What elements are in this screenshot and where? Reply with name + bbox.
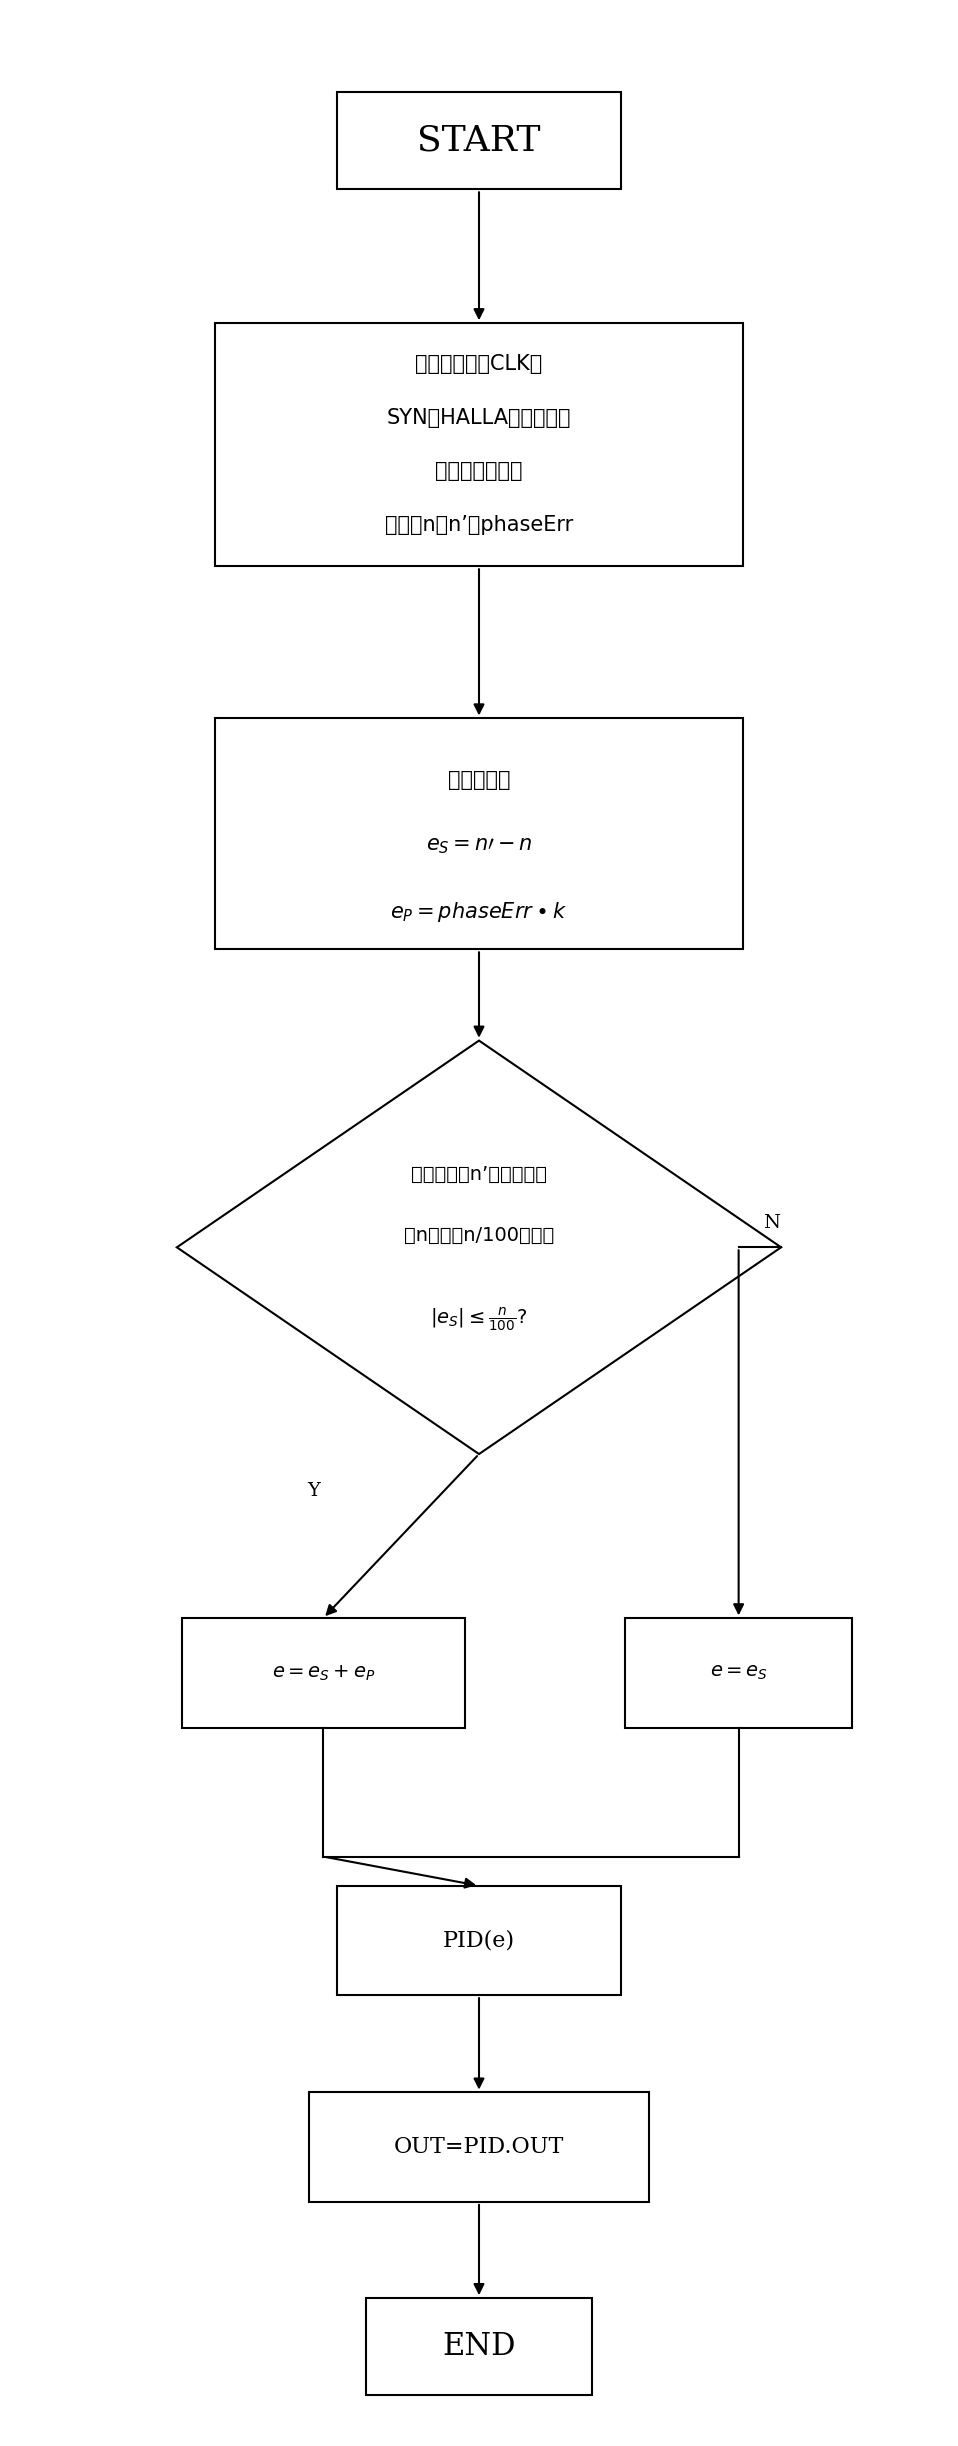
Text: $e_S = n\prime - n$: $e_S = n\prime - n$ xyxy=(425,837,533,856)
Bar xyxy=(366,2297,592,2395)
Text: 输出：n、n’、phaseErr: 输出：n、n’、phaseErr xyxy=(385,516,573,536)
Text: END: END xyxy=(443,2331,515,2363)
Text: 値n相差在n/100以内？: 値n相差在n/100以内？ xyxy=(404,1225,554,1245)
Bar xyxy=(309,2091,649,2201)
Text: OUT=PID.OUT: OUT=PID.OUT xyxy=(394,2135,564,2157)
Text: N: N xyxy=(764,1213,780,1233)
Bar xyxy=(215,719,743,949)
Text: SYN、HALLA周期和二者: SYN、HALLA周期和二者 xyxy=(387,408,571,428)
Text: $e_P = phaseErr \bullet k$: $e_P = phaseErr \bullet k$ xyxy=(391,900,567,925)
Text: 反馈计数値n’与参考计数: 反馈计数値n’与参考计数 xyxy=(411,1164,547,1184)
Text: $e = e_S + e_P$: $e = e_S + e_P$ xyxy=(271,1663,375,1683)
Text: $|e_S| \leq \frac{n}{100}$?: $|e_S| \leq \frac{n}{100}$? xyxy=(430,1306,528,1336)
Bar xyxy=(337,93,621,188)
Polygon shape xyxy=(177,1040,781,1453)
Text: 相位差进行计数: 相位差进行计数 xyxy=(435,462,523,482)
Text: PID(e): PID(e) xyxy=(443,1930,515,1952)
Bar xyxy=(182,1619,465,1727)
Text: Y: Y xyxy=(308,1482,320,1499)
Text: 控制量计算: 控制量计算 xyxy=(447,770,511,790)
Text: START: START xyxy=(418,125,540,157)
Bar xyxy=(626,1619,852,1727)
Text: 计数器按频率CLK对: 计数器按频率CLK对 xyxy=(416,355,542,374)
Text: $e = e_S$: $e = e_S$ xyxy=(710,1663,767,1683)
Bar xyxy=(337,1886,621,1996)
Bar xyxy=(215,323,743,567)
